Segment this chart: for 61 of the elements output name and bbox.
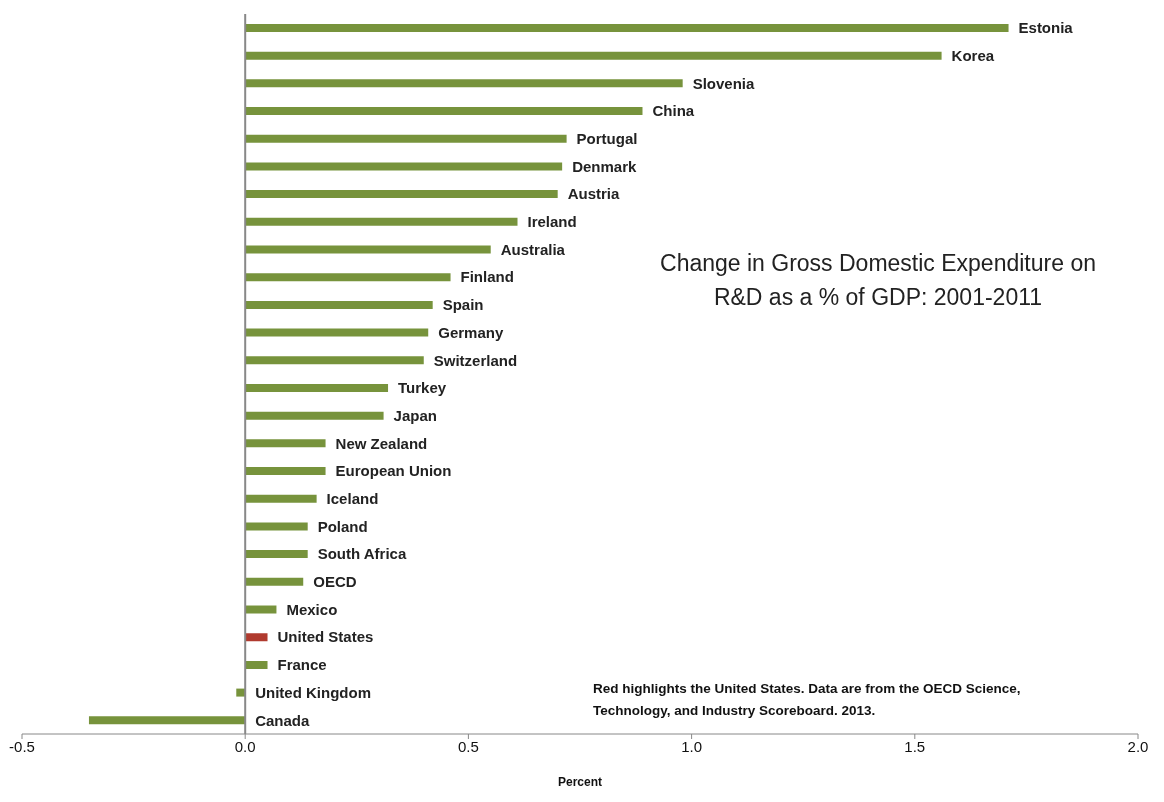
bar [245,190,558,199]
bar [245,411,384,420]
x-tick-label: 1.0 [681,737,703,755]
y-tick-label: United Kingdom [255,683,372,701]
bar [245,23,1009,32]
bar [245,550,308,559]
y-tick-label: France [277,656,327,674]
y-tick-label: Poland [317,517,368,535]
bar [245,522,308,531]
bar [245,162,563,171]
bar [245,577,304,586]
y-tick-label: United States [277,628,374,646]
bar [245,605,277,614]
bar [245,107,643,116]
y-tick-label: Japan [393,406,437,424]
y-tick-label: Germany [438,323,504,341]
bar [245,356,424,365]
y-tick-label: Canada [255,711,311,729]
bar [245,217,518,226]
y-tick-label: Korea [951,46,995,64]
bar [245,300,433,309]
annotation: Red highlights the United States. Data are from the OECD Science, Technology, and Industry Scoreboard. 2013. [593,680,1022,720]
y-tick-label: Estonia [1018,19,1074,37]
bar [245,328,429,337]
bar [245,633,268,642]
y-tick-label: Ireland [527,213,577,231]
y-tick-label: China [652,102,695,120]
y-tick-label: Switzerland [433,351,518,369]
x-tick-label: 1.5 [904,737,926,755]
bar [88,716,246,725]
bar [245,439,326,448]
bar [245,245,491,254]
y-tick-label: Australia [500,240,566,258]
y-tick-label: South Africa [317,545,407,563]
y-tick-label: European Union [335,462,452,480]
bar [245,51,942,60]
x-tick-label: -0.5 [9,737,35,755]
bar [245,383,389,392]
y-tick-label: Finland [460,268,514,286]
x-tick-label: 2.0 [1127,737,1149,755]
text: Change in Gross Domestic Expenditure on R&D as a % of GDP: 2001-2011 [659,249,1097,312]
y-tick-label: Denmark [572,157,637,175]
x-tick-label: 0.5 [457,737,479,755]
y-tick-label: Portugal [576,129,638,147]
bar [245,494,317,503]
x-axis-title: Percent [557,775,603,789]
y-tick-label: OECD [313,573,357,591]
x-tick-label: 0.0 [234,737,256,755]
y-tick-label: Iceland [326,489,379,507]
bar [245,467,326,476]
bar [245,660,268,669]
y-tick-label: Turkey [398,379,447,397]
y-tick-label: Slovenia [692,74,756,92]
y-tick-label: New Zealand [335,434,428,452]
bar [245,273,451,282]
bar [236,688,246,697]
bar [245,79,683,88]
y-tick-label: Austria [567,185,621,203]
y-tick-label: Mexico [286,600,338,618]
y-tick-label: Spain [442,296,484,314]
bar [245,134,567,143]
